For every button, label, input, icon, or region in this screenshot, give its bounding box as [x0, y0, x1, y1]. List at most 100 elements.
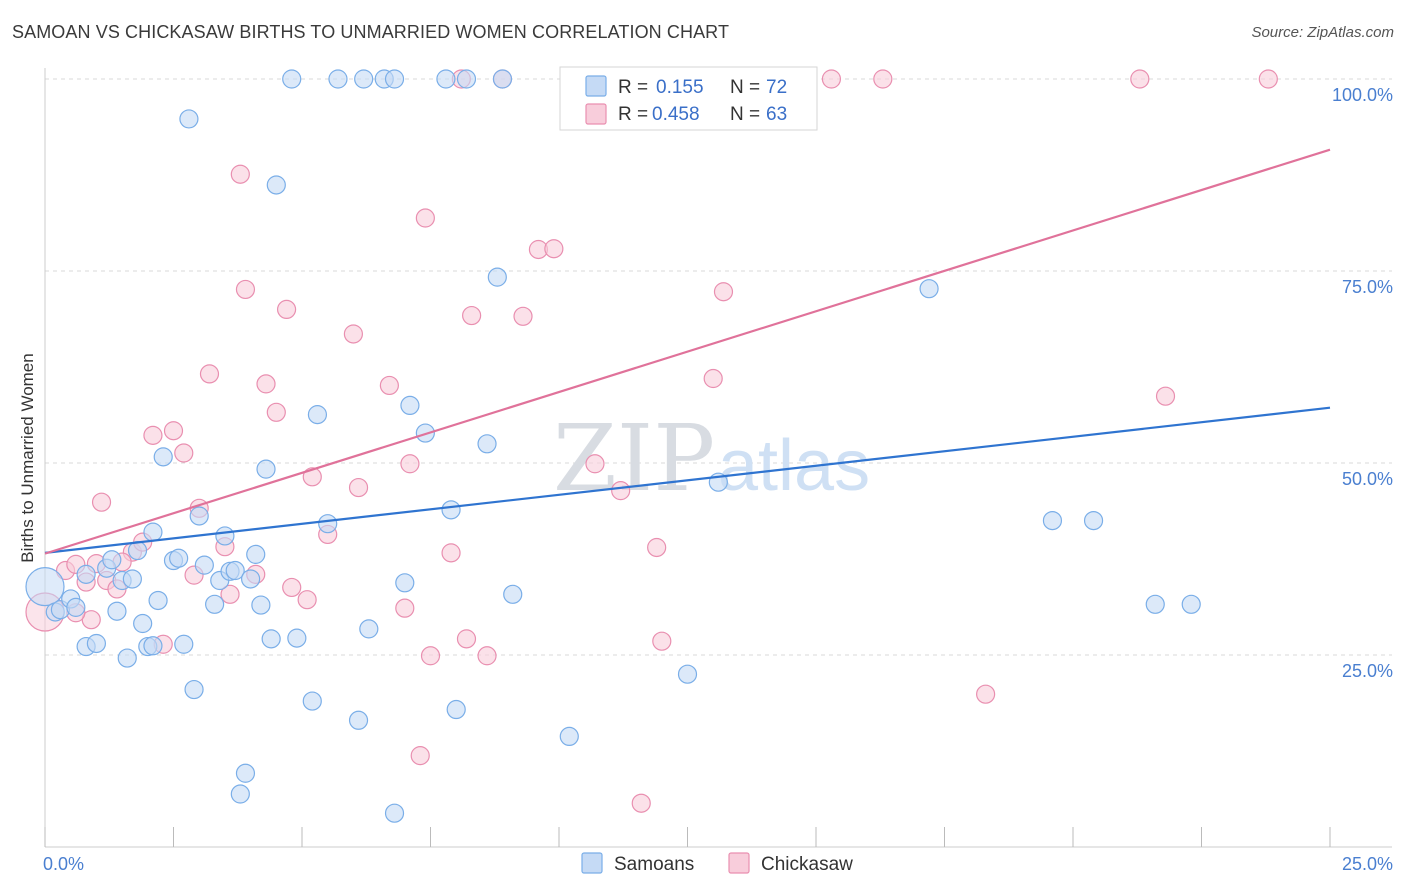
bottom-legend-chickasaw: Chickasaw	[761, 854, 853, 875]
chickasaw-point-38	[441, 543, 461, 563]
legend-n-label-samoans: N =	[730, 77, 760, 98]
samoans-point-29	[215, 526, 235, 546]
samoans-point-34	[241, 569, 261, 589]
samoans-point-60	[487, 267, 507, 287]
chart-title: SAMOAN VS CHICKASAW BIRTHS TO UNMARRIED …	[12, 22, 730, 42]
samoans-point-39	[266, 175, 286, 195]
chickasaw-point-48	[611, 481, 631, 501]
chickasaw-point-24	[266, 402, 286, 422]
legend-r-label-samoans: R =	[618, 77, 648, 98]
samoans-point-45	[328, 69, 348, 89]
samoans-point-59	[477, 434, 497, 454]
chickasaw-point-30	[343, 324, 363, 344]
samoans-point-5	[76, 564, 96, 584]
chickasaw-point-19	[220, 584, 240, 604]
legend-swatch-chickasaw	[585, 103, 607, 125]
samoans-point-66	[1042, 510, 1063, 531]
chickasaw-point-37	[420, 646, 441, 666]
samoans-point-26	[194, 555, 214, 575]
samoans-point-48	[359, 619, 379, 639]
chickasaw-point-14	[174, 443, 194, 463]
legend-n-chickasaw: 63	[766, 104, 787, 125]
samoans-point-10	[107, 601, 127, 621]
chickasaw-point-50	[647, 537, 667, 558]
samoans-point-41	[287, 628, 307, 648]
chickasaw-point-59	[1155, 386, 1176, 406]
samoans-point-63	[677, 664, 698, 684]
legend-swatch-samoans	[585, 75, 607, 97]
samoans-point-14	[127, 540, 148, 561]
chickasaw-point-33	[395, 598, 415, 618]
samoans-point-23	[179, 109, 199, 129]
watermark: ZIP atlas	[553, 405, 870, 512]
trend-lines	[44, 148, 1331, 555]
samoans-point-0	[25, 567, 65, 607]
samoans-point-15	[133, 613, 153, 634]
samoans-point-4	[66, 597, 86, 617]
samoans-point-50	[384, 69, 405, 89]
chickasaw-point-34	[400, 454, 420, 474]
samoans-point-31	[225, 560, 245, 581]
samoans-point-12	[117, 648, 137, 668]
chickasaw-point-52	[703, 368, 723, 389]
chickasaw-point-57	[976, 684, 996, 704]
samoans-point-21	[169, 548, 189, 568]
samoans-point-43	[307, 405, 328, 425]
chickasaw-point-36	[415, 208, 435, 228]
samoans-point-36	[251, 595, 271, 615]
chickasaw-point-31	[348, 477, 369, 498]
samoans-trend-line	[44, 406, 1331, 554]
chickasaw-point-51	[652, 631, 672, 651]
chickasaw-point-13	[163, 421, 184, 441]
samoans-points	[25, 69, 1201, 823]
watermark-atlas: atlas	[718, 426, 870, 506]
chickasaw-point-49	[631, 793, 651, 813]
samoans-point-52	[395, 573, 415, 593]
chickasaw-point-28	[302, 467, 322, 487]
samoans-point-18	[148, 590, 168, 611]
samoans-point-24	[184, 679, 204, 700]
legend-n-samoans: 72	[766, 77, 787, 98]
samoans-point-70	[492, 69, 513, 89]
y-tick-label-25: 25.0%	[1342, 661, 1393, 681]
chickasaw-point-42	[477, 646, 497, 666]
samoans-point-25	[189, 506, 209, 526]
samoans-point-17	[143, 522, 163, 542]
chickasaw-point-60	[1258, 69, 1278, 89]
samoans-point-47	[354, 69, 374, 89]
samoans-point-65	[919, 279, 939, 299]
chickasaw-point-55	[821, 69, 842, 89]
bottom-legend-swatch-chickasaw	[728, 852, 750, 874]
y-axis-title: Births to Unmarried Women	[18, 353, 37, 562]
chickasaw-point-21	[235, 279, 256, 300]
y-tick-label-100: 100.0%	[1332, 85, 1393, 105]
y-tick-label-50: 50.0%	[1342, 469, 1393, 489]
samoans-point-44	[318, 514, 338, 534]
chickasaw-point-41	[462, 305, 482, 326]
bottom-legend-swatch-samoans	[581, 852, 603, 874]
samoans-point-35	[246, 544, 266, 564]
x-tick-label-min: 0.0%	[43, 854, 84, 874]
samoans-point-13	[122, 569, 142, 589]
chickasaw-trend-line	[44, 148, 1331, 555]
samoans-point-37	[256, 459, 276, 479]
bottom-legend: Samoans Chickasaw	[581, 852, 853, 875]
chickasaw-point-20	[230, 164, 250, 184]
axes	[44, 68, 1392, 848]
samoans-point-42	[302, 691, 322, 711]
samoans-point-67	[1083, 510, 1104, 531]
samoans-point-46	[348, 710, 369, 730]
samoans-point-62	[559, 726, 579, 747]
samoans-point-33	[235, 763, 256, 783]
source-note: Source: ZipAtlas.com	[1251, 24, 1394, 41]
samoans-point-71	[143, 636, 163, 656]
samoans-point-69	[1181, 594, 1201, 614]
samoans-point-57	[446, 699, 466, 720]
y-tick-labels: 25.0% 50.0% 75.0% 100.0%	[1332, 85, 1393, 681]
legend-n-label-chickasaw: N =	[730, 104, 760, 125]
samoans-point-53	[400, 395, 420, 415]
samoans-point-32	[230, 784, 250, 804]
samoans-point-9	[102, 550, 122, 570]
x-tick-labels: 0.0% 25.0%	[43, 854, 1393, 874]
